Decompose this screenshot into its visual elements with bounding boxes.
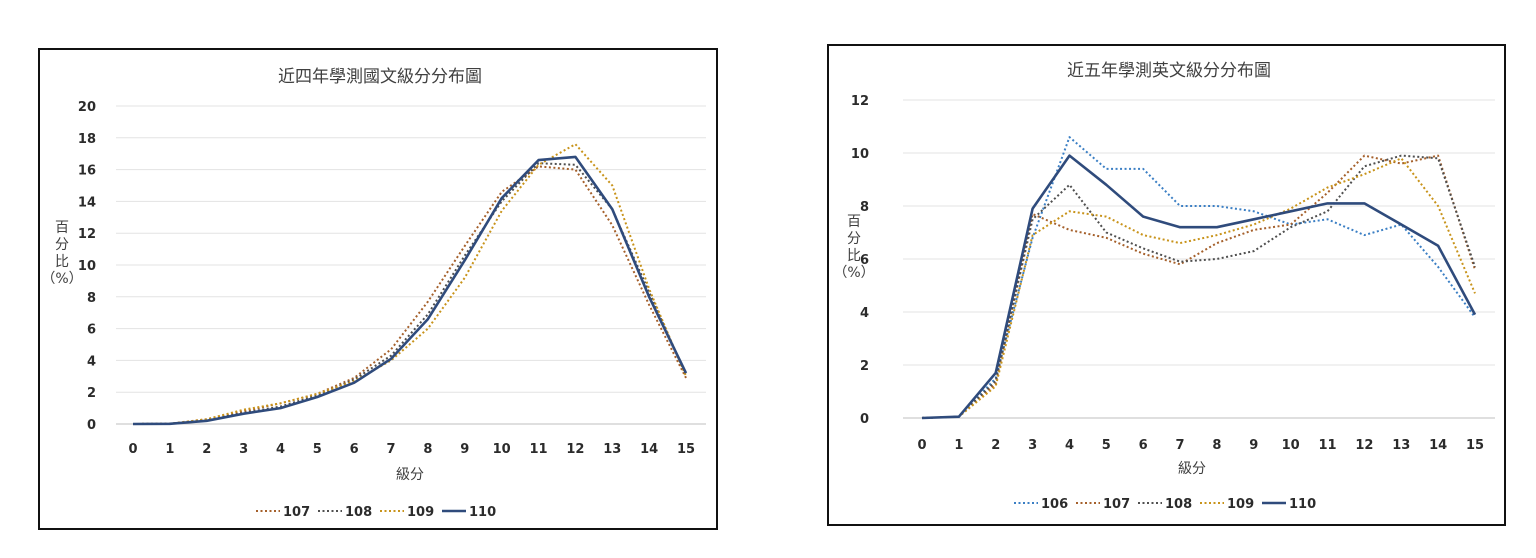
chart-1-y-axis-label: （%） <box>833 265 874 281</box>
chart-0-series-109-line <box>132 143 687 425</box>
chart-0-title: 近四年學測國文級分分布圖 <box>278 67 482 87</box>
chart-0-x-tick-label: 11 <box>529 442 547 457</box>
chart-1-x-tick-label: 2 <box>991 438 1000 453</box>
chart-0-x-tick-label: 0 <box>128 442 137 457</box>
chart-1-series-106-line <box>921 136 1476 419</box>
chart-0-y-tick-label: 4 <box>87 354 96 369</box>
chart-0-series-110-line <box>132 155 688 426</box>
chart-0-y-tick-label: 10 <box>78 259 96 274</box>
chart-1-y-tick-label: 12 <box>851 94 869 109</box>
chart-0-y-tick-label: 14 <box>78 195 96 210</box>
chart-1-series-110-line <box>921 154 1477 420</box>
chart-0-x-tick-label: 12 <box>566 442 584 457</box>
chart-0-y-tick-label: 18 <box>78 132 96 147</box>
chinese-chart-panel: 近四年學測國文級分分布圖 0 2 4 6 8 10 12 14 16 18 20 0 1 2 3 4 5 6 7 8 9 1… <box>38 48 718 530</box>
chart-1-series-108-line <box>921 154 1476 419</box>
chart-1-y-axis-label: 比 <box>847 248 861 264</box>
chart-0-x-tick-label: 13 <box>603 442 621 457</box>
chart-0-y-axis-label: 比 <box>55 254 69 270</box>
english-chart-panel: 近五年學測英文級分分布圖 0 2 4 6 8 10 12 0 1 2 3 4 5 6 7 8 9 10 11 12 13 1… <box>827 44 1506 526</box>
chart-0-legend-label-108: 108 <box>345 505 372 520</box>
chart-1-y-tick-label: 4 <box>860 306 869 321</box>
chart-0-x-tick-label: 15 <box>677 442 695 457</box>
chart-0-y-axis-label: 分 <box>55 237 69 253</box>
chart-0-x-tick-label: 6 <box>350 442 359 457</box>
chart-1-x-tick-label: 0 <box>917 438 926 453</box>
chart-0-x-tick-label: 3 <box>239 442 248 457</box>
chart-0-y-axis-label: 百 <box>55 220 69 236</box>
chart-1-x-tick-label: 9 <box>1249 438 1258 453</box>
chart-0-x-tick-label: 5 <box>313 442 322 457</box>
chart-1-y-tick-label: 6 <box>860 253 869 268</box>
chart-1-legend-label-110: 110 <box>1289 497 1316 512</box>
chart-1-y-tick-label: 10 <box>851 147 869 162</box>
chart-1-x-tick-label: 4 <box>1065 438 1074 453</box>
chart-0-x-tick-label: 8 <box>423 442 432 457</box>
chart-0-x-tick-label: 9 <box>460 442 469 457</box>
chart-1-title: 近五年學測英文級分分布圖 <box>1067 61 1271 81</box>
chart-1-x-tick-label: 8 <box>1212 438 1221 453</box>
chart-1-y-axis-label: 分 <box>847 231 861 247</box>
chart-0-y-tick-label: 20 <box>78 100 96 115</box>
chart-0-y-tick-label: 6 <box>87 323 96 338</box>
chart-1-x-tick-label: 12 <box>1355 438 1373 453</box>
chart-1-y-tick-label: 2 <box>860 359 869 374</box>
chart-1-legend-label-106: 106 <box>1041 497 1068 512</box>
chart-1-legend-label-107: 107 <box>1103 497 1130 512</box>
chart-0-y-tick-label: 2 <box>87 386 96 401</box>
chart-0-x-tick-label: 14 <box>640 442 658 457</box>
chart-0-x-axis-label: 級分 <box>396 467 424 483</box>
chart-1-x-tick-label: 15 <box>1466 438 1484 453</box>
chart-0-x-tick-label: 7 <box>387 442 396 457</box>
chart-1-x-tick-label: 7 <box>1176 438 1185 453</box>
chart-0-x-tick-label: 1 <box>165 442 174 457</box>
chart-1-legend-label-109: 109 <box>1227 497 1254 512</box>
chart-1-legend-label-108: 108 <box>1165 497 1192 512</box>
chart-0-series-107-line <box>132 165 687 425</box>
chart-1-series-107-line <box>921 154 1476 419</box>
chart-1-x-tick-label: 6 <box>1139 438 1148 453</box>
chart-1-series-109-line <box>921 157 1476 419</box>
chart-1-y-tick-label: 8 <box>860 200 869 215</box>
chart-1-y-tick-label: 0 <box>860 412 869 427</box>
chart-1-y-axis-label: 百 <box>847 214 861 230</box>
chart-0-x-tick-label: 10 <box>493 442 511 457</box>
chart-0-x-tick-label: 4 <box>276 442 285 457</box>
chart-0-legend-label-109: 109 <box>407 505 434 520</box>
chart-1-x-tick-label: 5 <box>1102 438 1111 453</box>
chart-1-x-tick-label: 11 <box>1318 438 1336 453</box>
chart-1-x-tick-label: 10 <box>1282 438 1300 453</box>
chart-0-y-tick-label: 12 <box>78 227 96 242</box>
chart-0-y-axis-label: （%） <box>41 271 82 287</box>
chart-0-y-tick-label: 16 <box>78 164 96 179</box>
chart-1-x-tick-label: 13 <box>1392 438 1410 453</box>
chart-0-y-tick-label: 8 <box>87 291 96 306</box>
chart-0-y-tick-label: 0 <box>87 418 96 433</box>
chart-0-series-108-line <box>132 162 687 425</box>
chart-0-x-tick-label: 2 <box>202 442 211 457</box>
chart-0-legend-label-107: 107 <box>283 505 310 520</box>
chart-1-x-tick-label: 3 <box>1028 438 1037 453</box>
chart-0-legend-label-110: 110 <box>469 505 496 520</box>
chart-1-x-axis-label: 級分 <box>1178 461 1206 477</box>
chart-1-x-tick-label: 1 <box>954 438 963 453</box>
chart-1-x-tick-label: 14 <box>1429 438 1447 453</box>
